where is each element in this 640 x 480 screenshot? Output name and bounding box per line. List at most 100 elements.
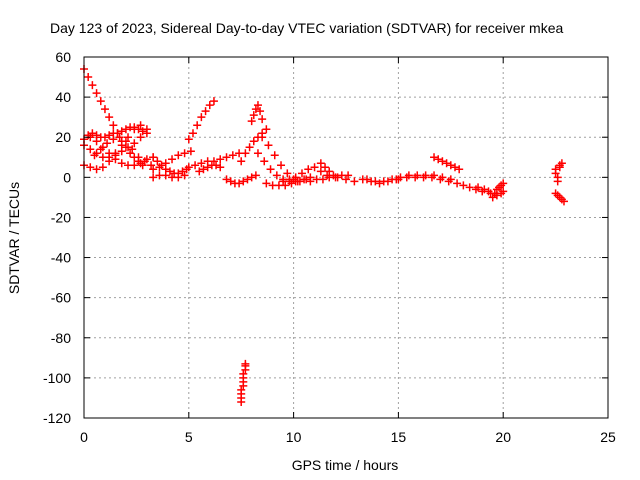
series-arc26 [430, 153, 464, 174]
data-point [201, 107, 210, 116]
data-point [465, 183, 474, 192]
data-point [186, 147, 195, 156]
data-point [239, 369, 248, 378]
data-point [316, 167, 325, 176]
data-point [174, 151, 183, 160]
data-point [245, 143, 254, 152]
data-point [444, 177, 453, 186]
data-point [474, 183, 483, 192]
series-arc12 [195, 161, 225, 176]
y-tick-label: -100 [43, 370, 71, 386]
data-point [241, 359, 250, 368]
data-points [80, 65, 568, 406]
data-point [128, 145, 137, 154]
data-point [105, 131, 114, 140]
data-point [199, 165, 208, 174]
data-point [113, 129, 122, 138]
data-point [251, 105, 260, 114]
data-point [350, 177, 359, 186]
data-point [318, 175, 327, 184]
data-point [134, 153, 143, 162]
data-point [184, 163, 193, 172]
data-point [168, 155, 177, 164]
x-tick-label: 25 [600, 429, 616, 445]
y-tick-label: -60 [51, 290, 71, 306]
data-point [117, 141, 126, 150]
data-point [98, 163, 107, 172]
data-point [222, 153, 231, 162]
data-point [258, 115, 267, 124]
data-point [226, 177, 235, 186]
data-point [333, 173, 342, 182]
series-arc15 [247, 101, 267, 126]
data-point [191, 161, 200, 170]
data-point [264, 141, 273, 150]
data-point [188, 129, 197, 138]
data-point [197, 113, 206, 122]
data-point [130, 139, 139, 148]
data-point [325, 167, 334, 176]
y-tick-label: 60 [55, 49, 71, 65]
data-point [281, 181, 290, 190]
data-point [379, 177, 388, 186]
series-arc30 [551, 159, 566, 186]
data-point [147, 161, 156, 170]
data-point [136, 133, 145, 142]
data-point [174, 173, 183, 182]
data-point [92, 137, 101, 146]
data-point [300, 175, 309, 184]
data-point [411, 173, 420, 182]
data-point [153, 157, 162, 166]
data-point [105, 149, 114, 158]
series-arc13 [222, 171, 260, 188]
data-point [195, 167, 204, 176]
data-point [442, 159, 451, 168]
data-point [222, 175, 231, 184]
x-tick-label: 20 [495, 429, 511, 445]
data-point [287, 179, 296, 188]
data-point [88, 81, 97, 90]
data-point [249, 111, 258, 120]
data-point [279, 177, 288, 186]
data-point [117, 159, 126, 168]
data-point [427, 173, 436, 182]
data-point [84, 73, 93, 82]
series-arc10 [184, 97, 218, 144]
data-point [243, 175, 252, 184]
data-point [237, 385, 246, 394]
data-point [283, 169, 292, 178]
data-point [247, 117, 256, 126]
data-point [446, 161, 455, 170]
data-point [249, 137, 258, 146]
data-point [306, 177, 315, 186]
data-point [419, 173, 428, 182]
data-point [184, 135, 193, 144]
data-point [342, 175, 350, 184]
data-point [285, 175, 294, 184]
data-point [277, 161, 286, 170]
data-point [100, 105, 109, 114]
series-arc9 [149, 171, 189, 182]
data-point [297, 169, 306, 178]
data-point [209, 157, 218, 166]
series-arc21 [306, 171, 353, 186]
data-point [316, 159, 325, 168]
data-point [136, 121, 145, 130]
data-point [291, 173, 300, 182]
data-point [253, 149, 262, 158]
data-point [109, 121, 118, 130]
data-point [96, 145, 105, 154]
data-point [149, 153, 158, 162]
data-point [321, 163, 330, 172]
data-point [559, 197, 568, 206]
y-tick-label: 40 [55, 89, 71, 105]
y-tick-label: -40 [51, 250, 71, 266]
data-point [459, 181, 468, 190]
series-arc16 [237, 359, 250, 406]
data-point [256, 107, 265, 116]
data-point [480, 185, 489, 194]
data-point [551, 169, 560, 178]
data-point [130, 161, 139, 170]
data-point [251, 171, 260, 180]
